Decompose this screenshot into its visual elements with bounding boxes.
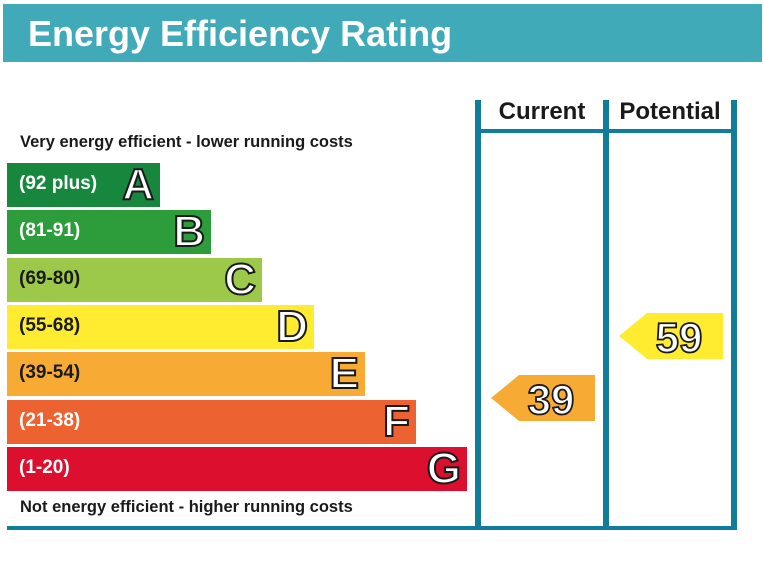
band-g: (1-20) G bbox=[7, 443, 467, 494]
header-bar: Energy Efficiency Rating bbox=[3, 4, 762, 62]
column-divider-middle bbox=[603, 100, 609, 530]
column-divider-left bbox=[475, 100, 481, 530]
band-d: (55-68) D bbox=[7, 301, 314, 352]
top-efficiency-label: Very energy efficient - lower running co… bbox=[20, 133, 353, 151]
column-divider-right bbox=[731, 100, 737, 530]
current-rating-value: 39 bbox=[528, 376, 575, 423]
potential-rating-arrow: 59 bbox=[619, 313, 723, 362]
band-range-label: (69-80) bbox=[19, 268, 81, 289]
band-letter: G bbox=[426, 443, 462, 494]
band-letter: C bbox=[223, 254, 257, 305]
band-letter: E bbox=[329, 348, 360, 399]
band-e: (39-54) E bbox=[7, 348, 365, 399]
band-range-label: (39-54) bbox=[19, 362, 81, 383]
potential-rating-value: 59 bbox=[656, 314, 703, 361]
current-arrow-shape bbox=[491, 375, 595, 421]
current-rating-arrow: 39 bbox=[491, 375, 595, 424]
column-header-potential: Potential bbox=[619, 98, 721, 125]
chart-title: Energy Efficiency Rating bbox=[28, 13, 453, 54]
band-range-label: (1-20) bbox=[19, 457, 70, 478]
column-header-underline bbox=[475, 129, 737, 133]
band-c: (69-80) C bbox=[7, 254, 262, 305]
band-range-label: (21-38) bbox=[19, 410, 81, 431]
band-range-label: (55-68) bbox=[19, 315, 81, 336]
band-letter: F bbox=[382, 396, 411, 447]
band-letter: A bbox=[121, 159, 155, 210]
band-range-label: (92 plus) bbox=[19, 173, 98, 194]
band-letter: B bbox=[172, 206, 206, 257]
potential-arrow-shape bbox=[619, 313, 723, 359]
column-header-current: Current bbox=[498, 98, 586, 125]
band-b: (81-91) B bbox=[7, 206, 211, 257]
band-f: (21-38) F bbox=[7, 396, 416, 447]
bottom-efficiency-label: Not energy efficient - higher running co… bbox=[20, 498, 353, 516]
band-letter: D bbox=[275, 301, 309, 352]
band-a: (92 plus) A bbox=[7, 159, 160, 210]
chart-baseline bbox=[7, 526, 737, 530]
band-range-label: (81-91) bbox=[19, 220, 81, 241]
